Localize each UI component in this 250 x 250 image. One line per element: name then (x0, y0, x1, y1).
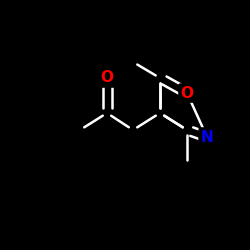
Text: N: N (200, 130, 213, 144)
Text: O: O (100, 70, 114, 86)
Text: O: O (180, 86, 194, 100)
